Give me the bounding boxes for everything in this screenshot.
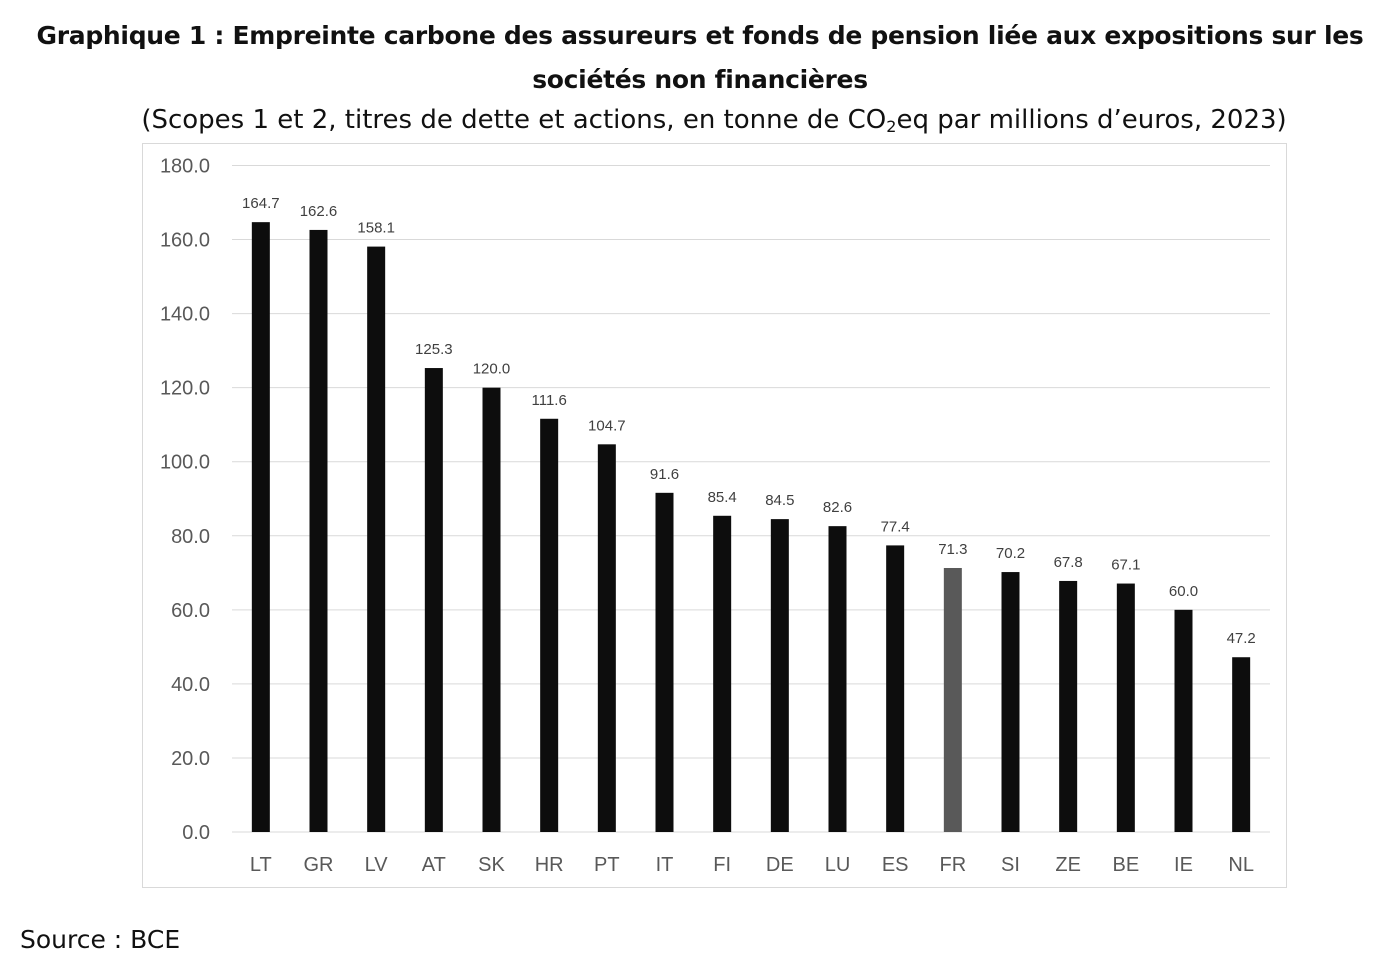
x-tick-label: IT bbox=[656, 854, 674, 876]
chart-frame bbox=[142, 143, 1287, 888]
y-tick-label: 40.0 bbox=[171, 674, 210, 696]
data-label: 82.6 bbox=[823, 499, 852, 516]
subtitle-subscript: 2 bbox=[886, 117, 897, 136]
bar-lu bbox=[828, 526, 847, 832]
data-label: 104.7 bbox=[588, 417, 626, 434]
data-label: 47.2 bbox=[1227, 630, 1256, 647]
data-label: 67.8 bbox=[1054, 554, 1083, 571]
data-label: 158.1 bbox=[357, 220, 395, 237]
x-tick-label: LV bbox=[365, 854, 389, 876]
bar-hr bbox=[540, 418, 559, 832]
x-tick-label: LT bbox=[250, 854, 272, 876]
bar-ie bbox=[1174, 609, 1193, 832]
y-tick-label: 180.0 bbox=[160, 156, 210, 178]
bar-fi bbox=[713, 515, 732, 832]
y-tick-label: 60.0 bbox=[171, 600, 210, 622]
x-tick-label: GR bbox=[304, 854, 334, 876]
source-note: Source : BCE bbox=[20, 925, 181, 954]
data-label: 85.4 bbox=[708, 489, 737, 506]
y-tick-label: 80.0 bbox=[171, 526, 210, 548]
bar-at bbox=[424, 368, 443, 832]
x-tick-label: BE bbox=[1112, 854, 1139, 876]
x-tick-label: IE bbox=[1174, 854, 1193, 876]
x-tick-label: SK bbox=[478, 854, 505, 876]
chart-title-line-2: sociétés non financières bbox=[532, 65, 868, 94]
bar-fr bbox=[943, 567, 962, 832]
y-tick-label: 20.0 bbox=[171, 748, 210, 770]
subtitle-text-after: eq par millions d’euros, 2023) bbox=[896, 105, 1287, 135]
x-tick-label: FR bbox=[939, 854, 966, 876]
bar-nl bbox=[1232, 657, 1251, 832]
bar-pt bbox=[597, 444, 616, 832]
x-tick-label: FI bbox=[713, 854, 731, 876]
y-tick-label: 160.0 bbox=[160, 230, 210, 252]
bar-es bbox=[886, 545, 905, 832]
chart-title: Graphique 1 : Empreinte carbone des assu… bbox=[0, 14, 1400, 102]
bar-be bbox=[1116, 583, 1135, 832]
chart-title-line-1: Graphique 1 : Empreinte carbone des assu… bbox=[36, 21, 1364, 50]
x-tick-label: DE bbox=[766, 854, 794, 876]
data-label: 77.4 bbox=[881, 518, 910, 535]
bar-lv bbox=[367, 246, 386, 833]
data-label: 84.5 bbox=[765, 492, 794, 509]
data-label: 60.0 bbox=[1169, 583, 1198, 600]
x-tick-label: HR bbox=[535, 854, 564, 876]
data-label: 125.3 bbox=[415, 341, 453, 358]
data-label: 162.6 bbox=[300, 203, 338, 220]
y-tick-label: 0.0 bbox=[182, 822, 210, 844]
chart-subtitle: (Scopes 1 et 2, titres de dette et actio… bbox=[0, 102, 1400, 141]
x-tick-label: SI bbox=[1001, 854, 1020, 876]
data-label: 71.3 bbox=[938, 541, 967, 558]
x-tick-label: ZE bbox=[1055, 854, 1081, 876]
bar-gr bbox=[309, 229, 328, 832]
bar-sk bbox=[482, 387, 501, 832]
data-label: 164.7 bbox=[242, 195, 280, 212]
bar-lt bbox=[251, 222, 270, 833]
y-tick-label: 100.0 bbox=[160, 452, 210, 474]
y-tick-label: 120.0 bbox=[160, 378, 210, 400]
x-tick-label: LU bbox=[825, 854, 851, 876]
data-label: 70.2 bbox=[996, 545, 1025, 562]
bar-ze bbox=[1059, 580, 1078, 832]
x-tick-label: ES bbox=[882, 854, 909, 876]
bar-it bbox=[655, 492, 674, 832]
bar-de bbox=[770, 519, 789, 832]
data-label: 67.1 bbox=[1111, 557, 1140, 574]
data-label: 111.6 bbox=[532, 392, 567, 409]
data-label: 120.0 bbox=[473, 361, 511, 378]
x-tick-label: NL bbox=[1228, 854, 1254, 876]
x-tick-label: AT bbox=[422, 854, 446, 876]
x-tick-label: PT bbox=[594, 854, 620, 876]
subtitle-text-before: (Scopes 1 et 2, titres de dette et actio… bbox=[141, 105, 887, 135]
bar-si bbox=[1001, 572, 1020, 832]
data-label: 91.6 bbox=[650, 466, 679, 483]
y-tick-label: 140.0 bbox=[160, 304, 210, 326]
